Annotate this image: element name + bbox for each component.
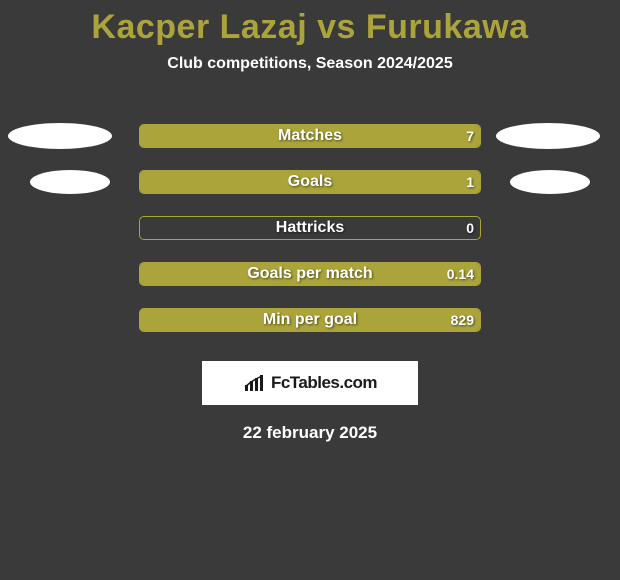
player-ellipse [510, 170, 590, 194]
stat-label: Min per goal [263, 311, 357, 329]
stat-row: Min per goal 829 [0, 297, 620, 343]
stats-area: Matches 7 Goals 1 Hattricks 0 Goals per match 0… [0, 113, 620, 343]
stat-value-right: 829 [451, 312, 474, 328]
chart-bars-icon [243, 373, 267, 393]
player-ellipse [30, 170, 110, 194]
stat-value-right: 7 [466, 128, 474, 144]
comparison-infographic: Kacper Lazaj vs Furukawa Club competitio… [0, 0, 620, 443]
stat-row: Goals 1 [0, 159, 620, 205]
player-ellipse [8, 123, 112, 149]
stat-label: Goals per match [247, 265, 372, 283]
player-ellipse [496, 123, 600, 149]
stat-bar: Min per goal 829 [139, 308, 481, 332]
stat-label: Hattricks [276, 219, 344, 237]
page-title: Kacper Lazaj vs Furukawa [0, 8, 620, 47]
stat-bar: Matches 7 [139, 124, 481, 148]
logo-text: FcTables.com [271, 373, 377, 393]
stat-row: Matches 7 [0, 113, 620, 159]
stat-label: Goals [288, 173, 332, 191]
stat-row: Hattricks 0 [0, 205, 620, 251]
logo-badge: FcTables.com [202, 361, 418, 405]
stat-value-right: 1 [466, 174, 474, 190]
page-subtitle: Club competitions, Season 2024/2025 [0, 55, 620, 73]
stat-row: Goals per match 0.14 [0, 251, 620, 297]
stat-bar: Goals 1 [139, 170, 481, 194]
comparison-date: 22 february 2025 [0, 423, 620, 443]
stat-value-right: 0 [466, 220, 474, 236]
stat-bar: Hattricks 0 [139, 216, 481, 240]
stat-value-right: 0.14 [447, 266, 474, 282]
stat-label: Matches [278, 127, 342, 145]
stat-bar: Goals per match 0.14 [139, 262, 481, 286]
